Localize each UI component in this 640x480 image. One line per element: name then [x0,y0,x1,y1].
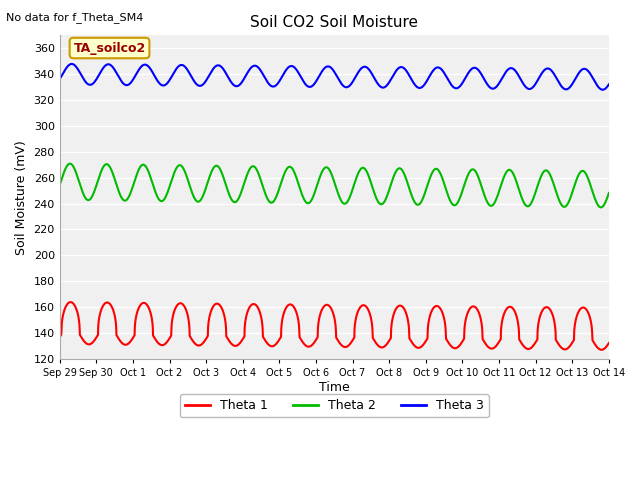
Theta 2 [466,169,474,175]
Theta 1 [56,335,63,340]
Theta 1 [466,306,474,312]
Theta 2 [156,197,163,203]
Text: No data for f_Theta_SM4: No data for f_Theta_SM4 [6,12,144,23]
Theta 2 [56,182,63,188]
Theta 1 [605,340,612,346]
Theta 3 [266,82,273,87]
Theta 3 [385,80,393,85]
Theta 2 [508,168,515,174]
Theta 2 [597,204,605,210]
Theta 3 [466,68,474,74]
Legend: Theta 1, Theta 2, Theta 3: Theta 1, Theta 2, Theta 3 [180,395,488,418]
Title: Soil CO2 Soil Moisture: Soil CO2 Soil Moisture [250,15,419,30]
Theta 1 [508,304,515,310]
Theta 2 [266,199,273,205]
Theta 3 [413,84,420,90]
Line: Theta 1: Theta 1 [60,302,609,350]
Text: TA_soilco2: TA_soilco2 [74,41,146,55]
Line: Theta 3: Theta 3 [60,64,609,90]
Theta 3 [68,61,76,67]
Theta 2 [66,161,74,167]
Theta 1 [266,343,273,348]
Line: Theta 2: Theta 2 [60,164,609,207]
Theta 3 [605,82,612,87]
Theta 2 [385,187,393,193]
Theta 3 [599,87,607,93]
Theta 1 [156,341,163,347]
Theta 3 [156,81,163,86]
Theta 2 [605,190,612,196]
X-axis label: Time: Time [319,381,349,394]
Theta 1 [67,299,74,305]
Theta 1 [413,345,420,350]
Theta 2 [413,202,420,207]
Theta 3 [508,65,515,71]
Theta 1 [385,338,393,344]
Y-axis label: Soil Moisture (mV): Soil Moisture (mV) [15,140,28,254]
Theta 3 [56,76,63,82]
Theta 1 [598,347,605,353]
